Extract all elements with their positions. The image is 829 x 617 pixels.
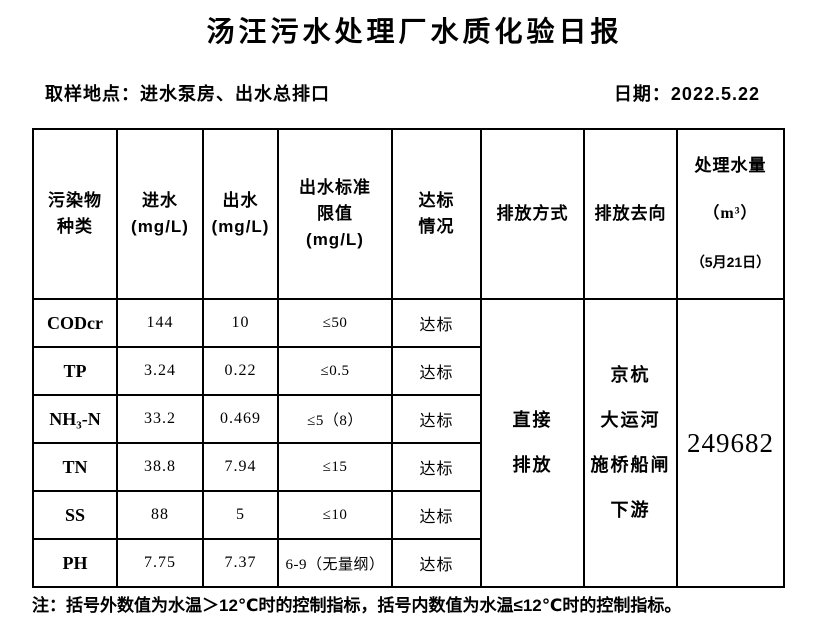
limit-value-cell: ≤10 xyxy=(277,490,393,540)
pollutant-name-cell: TP xyxy=(32,346,118,396)
treated-volume-title: 处理水量 xyxy=(694,156,767,175)
effluent-value-cell: 7.37 xyxy=(202,538,279,588)
effluent-value-cell: 10 xyxy=(202,298,279,348)
limit-value-cell: ≤50 xyxy=(277,298,393,348)
meta-row: 取样地点：进水泵房、出水总排口 日期：2022.5.22 xyxy=(0,82,829,106)
header-discharge-destination: 排放去向 xyxy=(583,128,678,300)
table-row-codcr: CODcr 144 10 ≤50 达标 直接 排放 京杭 大运河 施桥船闸 下游… xyxy=(32,298,785,588)
page-title: 汤汪污水处理厂水质化验日报 xyxy=(206,16,623,47)
effluent-value-cell: 7.94 xyxy=(202,442,279,492)
compliance-status-cell: 达标 xyxy=(391,346,482,396)
influent-value-cell: 38.8 xyxy=(116,442,204,492)
influent-value-cell: 7.75 xyxy=(116,538,204,588)
pollutant-name-cell: TN xyxy=(32,442,118,492)
pollutant-name-cell: CODcr xyxy=(32,298,118,348)
influent-value-cell: 33.2 xyxy=(116,394,204,444)
discharge-destination-cell: 京杭 大运河 施桥船闸 下游 xyxy=(583,298,678,588)
pollutant-name-cell: PH xyxy=(32,538,118,588)
limit-value-cell: ≤0.5 xyxy=(277,346,393,396)
header-effluent-limit: 出水标准 限值 (mg/L) xyxy=(277,128,393,300)
effluent-value-cell: 0.22 xyxy=(202,346,279,396)
compliance-status-cell: 达标 xyxy=(391,490,482,540)
sampling-location-label: 取样地点：进水泵房、出水总排口 xyxy=(45,84,330,104)
report-page: 汤汪污水处理厂水质化验日报 取样地点：进水泵房、出水总排口 日期：2022.5.… xyxy=(0,14,829,615)
compliance-status-cell: 达标 xyxy=(391,538,482,588)
pollutant-name-cell: NH₃-N xyxy=(32,394,118,444)
compliance-status-cell: 达标 xyxy=(391,442,482,492)
header-treated-volume: 处理水量 （m³） （5月21日） xyxy=(676,128,785,300)
water-quality-table: 污染物 种类 进水 (mg/L) 出水 (mg/L) 出水标准 限值 (mg/L… xyxy=(32,128,785,588)
effluent-value-cell: 5 xyxy=(202,490,279,540)
limit-value-cell: ≤15 xyxy=(277,442,393,492)
limit-value-cell: ≤5（8） xyxy=(277,394,393,444)
header-influent: 进水 (mg/L) xyxy=(116,128,204,300)
effluent-value-cell: 0.469 xyxy=(202,394,279,444)
footnote: 注：括号外数值为水温＞12℃时的控制指标，括号内数值为水温≤12℃时的控制指标。 xyxy=(32,596,682,615)
header-effluent: 出水 (mg/L) xyxy=(202,128,279,300)
influent-value-cell: 88 xyxy=(116,490,204,540)
table-row-tp: TP 3.24 0.22 ≤0.5 达标 xyxy=(32,346,784,396)
report-date-label: 日期：2022.5.22 xyxy=(613,84,760,104)
header-pollutant-type: 污染物 种类 xyxy=(32,128,118,300)
limit-value-cell: 6-9（无量纲） xyxy=(277,538,393,588)
header-compliance: 达标 情况 xyxy=(391,128,482,300)
header-row: 污染物 种类 进水 (mg/L) 出水 (mg/L) 出水标准 限值 (mg/L… xyxy=(32,128,785,300)
treated-volume-cell: 249682 xyxy=(676,298,785,588)
table-row-ss: SS 88 5 ≤10 达标 xyxy=(32,490,784,540)
influent-value-cell: 144 xyxy=(116,298,204,348)
compliance-status-cell: 达标 xyxy=(391,298,482,348)
header-discharge-method: 排放方式 xyxy=(480,128,585,300)
treated-volume-date: （5月21日） xyxy=(690,254,771,270)
pollutant-name-cell: SS xyxy=(32,490,118,540)
treated-volume-unit: （m³） xyxy=(703,205,758,222)
discharge-method-cell: 直接 排放 xyxy=(480,298,585,588)
influent-value-cell: 3.24 xyxy=(116,346,204,396)
compliance-status-cell: 达标 xyxy=(391,394,482,444)
table-row-tn: TN 38.8 7.94 ≤15 达标 xyxy=(32,442,784,492)
table-row-nh3n: NH₃-N 33.2 0.469 ≤5（8） 达标 xyxy=(32,394,784,444)
